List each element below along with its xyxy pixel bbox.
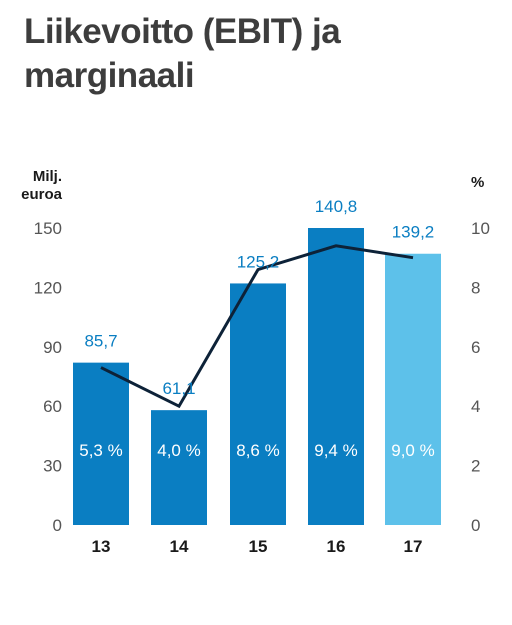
- bar-14: [151, 410, 207, 525]
- y2-tick-0: 0: [471, 516, 480, 535]
- margin-label-14: 4,0 %: [157, 441, 200, 460]
- labels-group: 85,7 5,3 % 13 61,1 4,0 % 14 125,2 8,6 % 15 140,8 9…: [79, 197, 434, 556]
- category-label-13: 13: [92, 537, 111, 556]
- chart-title-line-2: marginaali: [24, 56, 195, 95]
- y-tick-0: 0: [53, 516, 62, 535]
- margin-label-15: 8,6 %: [236, 441, 279, 460]
- y-axis-label-line-2: euroa: [21, 186, 63, 203]
- ticks-group: 0 30 60 90 120 150 0 2 4 6 8 10: [34, 219, 490, 535]
- y-tick-30: 30: [43, 457, 62, 476]
- category-label-15: 15: [249, 537, 268, 556]
- bar-15: [230, 283, 286, 525]
- bar-17: [385, 253, 441, 526]
- margin-label-16: 9,4 %: [314, 441, 357, 460]
- value-label-16: 140,8: [315, 197, 358, 216]
- chart-title: Liikevoitto (EBIT) ja marginaali: [24, 10, 341, 98]
- category-label-17: 17: [404, 537, 423, 556]
- y2-tick-8: 8: [471, 278, 480, 297]
- bar-13: [73, 362, 129, 525]
- chart-title-line-1: Liikevoitto (EBIT) ja: [24, 12, 341, 51]
- category-label-16: 16: [327, 537, 346, 556]
- margin-label-13: 5,3 %: [79, 441, 122, 460]
- y2-axis-label: %: [471, 174, 484, 191]
- y-tick-120: 120: [34, 278, 62, 297]
- margin-line: [100, 244, 414, 409]
- y2-tick-10: 10: [471, 219, 490, 238]
- value-label-14: 61,1: [162, 379, 195, 398]
- y-tick-90: 90: [43, 338, 62, 357]
- margin-line-group: [100, 244, 414, 409]
- value-label-13: 85,7: [84, 332, 117, 351]
- bars-group: [73, 228, 441, 526]
- y2-tick-6: 6: [471, 338, 480, 357]
- y-tick-150: 150: [34, 219, 62, 238]
- y2-tick-4: 4: [471, 397, 480, 416]
- category-label-14: 14: [170, 537, 189, 556]
- value-label-15: 125,2: [237, 252, 280, 271]
- margin-label-17: 9,0 %: [391, 441, 434, 460]
- value-label-17: 139,2: [392, 223, 435, 242]
- bar-16: [308, 228, 364, 525]
- y2-tick-2: 2: [471, 457, 480, 476]
- y-tick-60: 60: [43, 397, 62, 416]
- y-axis-label-line-1: Milj.: [33, 168, 62, 185]
